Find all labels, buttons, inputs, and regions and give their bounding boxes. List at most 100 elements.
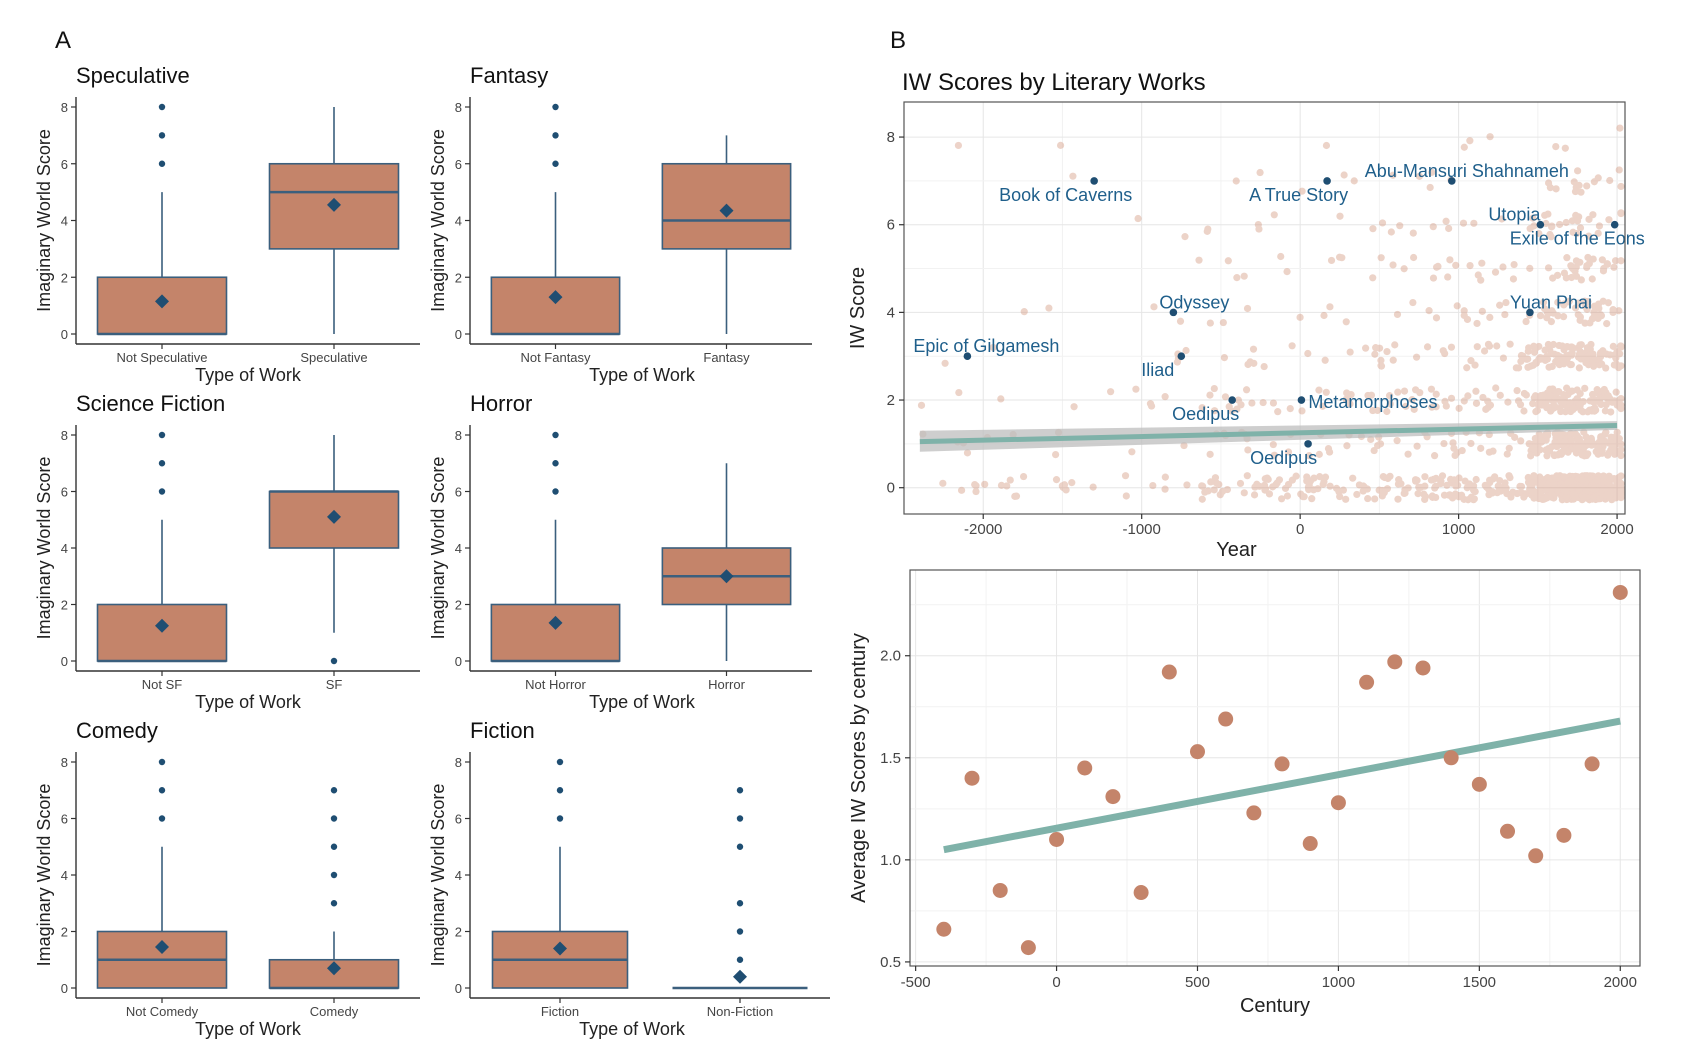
y-tick-label: 8 [61, 755, 68, 770]
observation-point [1557, 448, 1566, 457]
observation-point [1570, 178, 1578, 186]
observation-point [1595, 490, 1603, 499]
observation-point [1240, 272, 1248, 280]
observation-point [1589, 479, 1597, 487]
observation-point [1527, 362, 1535, 370]
observation-point [1536, 488, 1544, 497]
observation-point [1594, 489, 1603, 497]
observation-point [1599, 349, 1607, 357]
outlier-point [158, 460, 166, 467]
observation-point [1533, 393, 1542, 401]
observation-point [1546, 476, 1554, 484]
observation-point [1584, 361, 1593, 369]
observation-point [1617, 480, 1625, 488]
observation-point [1474, 271, 1482, 279]
observation-point [1338, 254, 1346, 262]
observation-point [1617, 483, 1625, 492]
observation-point [1555, 360, 1563, 369]
observation-point [1478, 259, 1486, 267]
observation-point [1612, 354, 1620, 362]
observation-point [1584, 450, 1592, 458]
observation-point [1570, 477, 1578, 485]
observation-point [1556, 475, 1564, 483]
observation-point [1615, 473, 1623, 482]
observation-point [1595, 355, 1603, 364]
observation-point [1597, 487, 1605, 495]
observation-point [1566, 472, 1574, 480]
observation-point [1553, 472, 1561, 480]
observation-point [1542, 483, 1551, 491]
observation-point [1062, 486, 1070, 494]
observation-point [1532, 359, 1540, 367]
observation-point [1394, 480, 1403, 488]
observation-point [1206, 450, 1214, 458]
chart-title: Horror [470, 391, 532, 416]
observation-point [1560, 269, 1569, 277]
outlier-point [552, 488, 559, 495]
observation-point [1345, 392, 1353, 400]
y-tick-label: 2.0 [880, 648, 901, 665]
observation-point [1604, 484, 1612, 492]
observation-point [1541, 355, 1549, 363]
observation-point [1449, 439, 1457, 447]
observation-point [1566, 489, 1574, 498]
observation-point [1409, 298, 1417, 307]
observation-point [1612, 494, 1620, 502]
observation-point [1198, 482, 1206, 490]
observation-point [1543, 452, 1551, 460]
observation-point [1605, 476, 1614, 484]
observation-point [1509, 488, 1517, 496]
observation-point [1423, 343, 1432, 351]
observation-point [1562, 481, 1570, 489]
observation-point [1378, 219, 1387, 227]
observation-point [1543, 314, 1551, 322]
observation-point [1546, 392, 1554, 400]
observation-point [1530, 494, 1538, 502]
observation-point [1581, 476, 1589, 485]
observation-point [1221, 393, 1230, 401]
observation-point [1421, 482, 1429, 490]
observation-point [1594, 314, 1602, 323]
observation-point [1594, 447, 1602, 455]
observation-point [1553, 474, 1561, 482]
observation-point [1529, 444, 1537, 453]
observation-point [1479, 393, 1487, 402]
observation-point [1557, 490, 1566, 498]
observation-point [1367, 435, 1375, 444]
observation-point [1606, 176, 1614, 185]
observation-point [1469, 496, 1478, 504]
observation-point [1573, 485, 1582, 493]
observation-point [1597, 487, 1605, 496]
observation-point [1592, 448, 1600, 456]
observation-point [1486, 478, 1494, 487]
observation-point [1564, 490, 1572, 498]
work-label: Epic of Gilgamesh [913, 336, 1059, 356]
x-tick-label: Not Speculative [116, 350, 207, 365]
observation-point [1563, 495, 1571, 504]
observation-point [1598, 478, 1606, 486]
observation-point [1389, 356, 1397, 364]
observation-point [1594, 300, 1603, 308]
observation-point [1531, 439, 1540, 447]
observation-point [1601, 390, 1610, 398]
observation-point [1486, 133, 1494, 141]
observation-point [1552, 434, 1560, 442]
observation-point [1613, 480, 1622, 489]
observation-point [1537, 392, 1545, 400]
observation-point [1589, 472, 1597, 480]
observation-point [1375, 486, 1383, 494]
observation-point [1455, 474, 1463, 482]
observation-point [1524, 355, 1532, 363]
observation-point [1587, 479, 1595, 487]
observation-point [1576, 347, 1584, 356]
observation-point [1573, 477, 1582, 485]
observation-point [1425, 307, 1433, 315]
observation-point [1546, 484, 1554, 492]
observation-point [1545, 487, 1553, 495]
chart-title: Science Fiction [76, 391, 225, 416]
observation-point [1546, 478, 1554, 486]
observation-point [1538, 401, 1546, 409]
observation-point [1614, 488, 1622, 496]
observation-point [1547, 350, 1556, 358]
trend-line [919, 422, 1618, 445]
